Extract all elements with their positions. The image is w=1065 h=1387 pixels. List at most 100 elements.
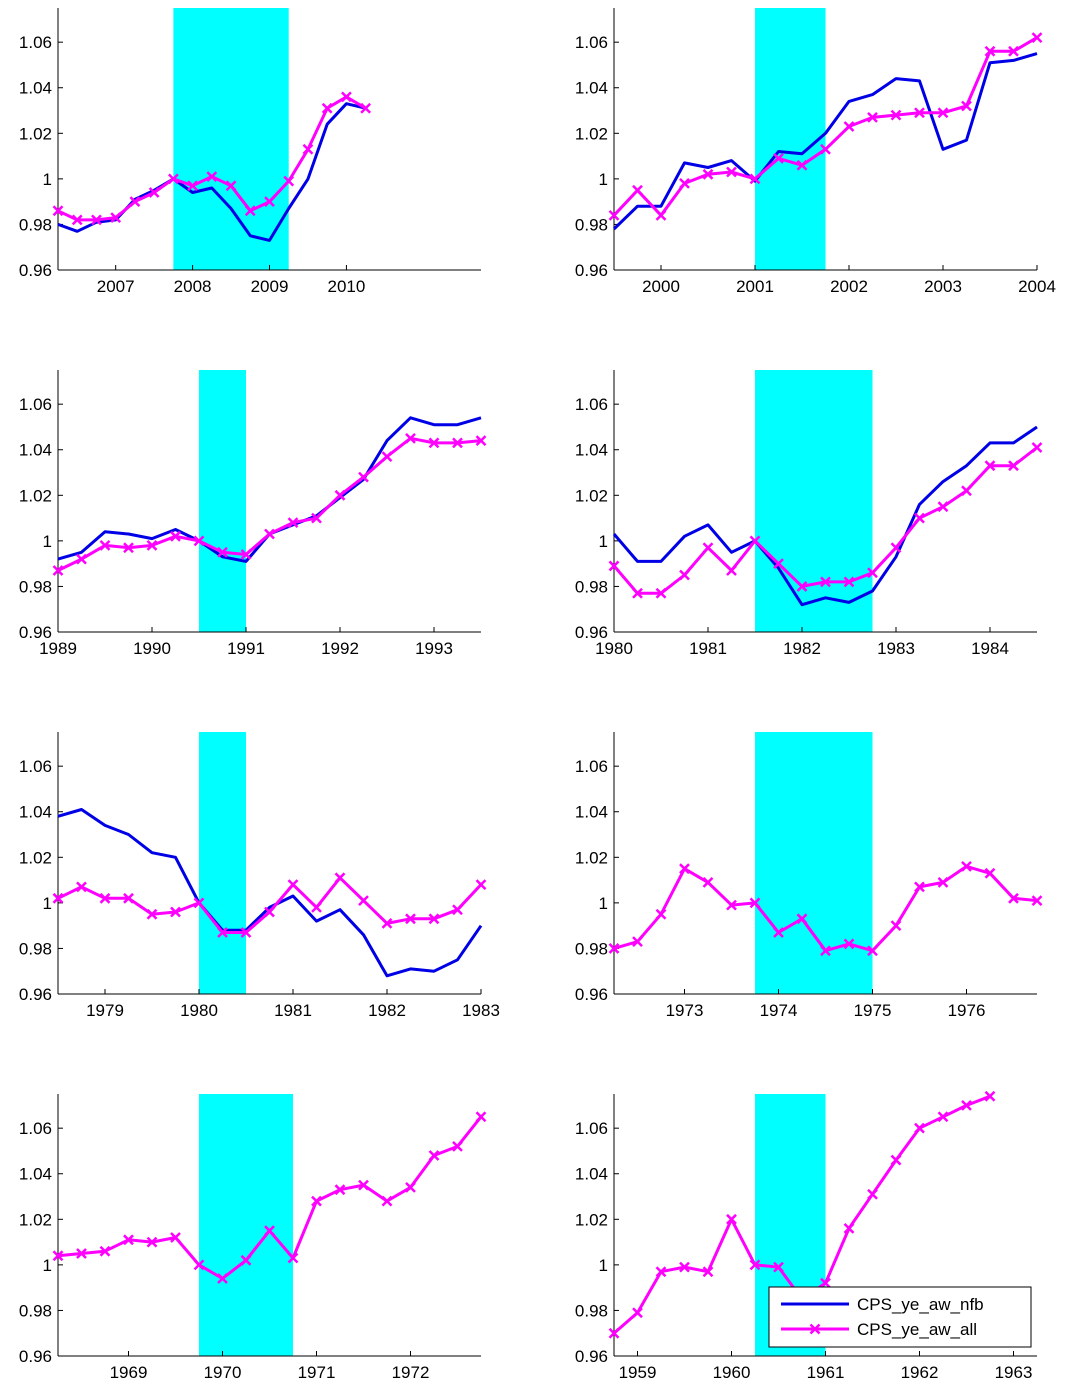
x-tick-label: 1993: [415, 639, 453, 658]
data-point-marker: [52, 205, 64, 217]
x-tick-label: 1982: [783, 639, 821, 658]
data-point-marker: [217, 546, 228, 558]
x-tick-label: 2010: [327, 277, 365, 296]
data-point-marker: [914, 107, 925, 119]
data-point-marker: [170, 530, 181, 542]
data-point-marker: [217, 1273, 228, 1284]
chart-panel-4: 0.96 0.98 1 1.02 1.04 1.06 1980 1981 1982 1983 198…: [575, 370, 1043, 658]
legend: CPS_ye_aw_nfb CPS_ye_aw_all: [768, 1286, 1032, 1348]
x-tick-label: 1961: [807, 1363, 845, 1382]
data-point-marker: [796, 581, 808, 592]
data-point-marker: [937, 1111, 949, 1123]
data-point-marker: [937, 501, 949, 513]
data-point-marker: [381, 917, 393, 929]
y-tick-label: 1.04: [575, 79, 608, 98]
data-point-marker: [170, 906, 181, 918]
data-point-marker: [820, 1277, 831, 1289]
y-tick-label: 1.04: [575, 441, 608, 460]
data-point-marker: [796, 913, 808, 925]
data-point-marker: [773, 1261, 784, 1273]
data-point-marker: [773, 927, 784, 938]
data-point-marker: [240, 927, 252, 938]
data-point-marker: [608, 943, 620, 954]
recession-band: [173, 8, 289, 270]
x-tick-label: 2002: [830, 277, 868, 296]
data-point-marker: [475, 879, 487, 891]
data-point-marker: [843, 1223, 855, 1234]
y-tick-label: 0.98: [575, 577, 608, 596]
data-point-marker: [283, 175, 295, 187]
x-tick-label: 1990: [133, 639, 171, 658]
x-tick-label: 1960: [713, 1363, 751, 1382]
chart-panel-7: 0.96 0.98 1 1.02 1.04 1.06 1969 1970 1971 1972: [19, 1094, 487, 1382]
data-point-marker: [405, 913, 416, 925]
data-point-marker: [632, 587, 643, 599]
data-point-marker: [244, 205, 256, 217]
y-tick-label: 1.06: [19, 757, 52, 776]
x-tick-label: 1983: [877, 639, 915, 658]
data-point-marker: [76, 1248, 87, 1259]
data-point-marker: [655, 587, 667, 599]
data-point-marker: [405, 432, 416, 444]
x-tick-label: 1975: [854, 1001, 892, 1020]
x-tick-label: 1989: [39, 639, 77, 658]
data-point-marker: [123, 1234, 134, 1246]
y-tick-label: 1.02: [575, 124, 608, 143]
data-point-marker: [890, 542, 902, 554]
data-point-marker: [608, 560, 620, 572]
legend-box: [768, 1286, 1032, 1348]
data-point-marker: [773, 558, 784, 570]
data-point-marker: [76, 553, 87, 565]
data-point-marker: [452, 1141, 463, 1152]
chart-panel-6: 0.96 0.98 1 1.02 1.04 1.06 1973 1974 1975 1976: [575, 732, 1043, 1020]
data-point-marker: [405, 1182, 416, 1193]
x-tick-label: 1962: [901, 1363, 939, 1382]
data-point-marker: [71, 214, 83, 226]
x-tick-label: 2007: [97, 277, 135, 296]
recession-band: [755, 732, 873, 994]
y-tick-label: 0.96: [575, 623, 608, 642]
y-tick-label: 1.04: [19, 1165, 52, 1184]
data-point-marker: [867, 1188, 878, 1200]
data-point-marker: [726, 166, 737, 178]
data-point-marker: [52, 1250, 64, 1262]
y-tick-label: 0.96: [575, 1347, 608, 1366]
data-point-marker: [302, 143, 314, 155]
x-tick-label: 2003: [924, 277, 962, 296]
x-tick-label: 1984: [971, 639, 1009, 658]
x-tick-label: 1992: [321, 639, 359, 658]
x-tick-label: 1991: [227, 639, 265, 658]
series-line-all: [57, 436, 482, 572]
y-tick-label: 0.98: [19, 577, 52, 596]
data-point-marker: [937, 107, 949, 119]
data-point-marker: [187, 180, 198, 192]
chart-panel-1: 0.96 0.98 1 1.02 1.04 1.06 2007 2008 2009 2010: [19, 8, 481, 296]
series-line-nfb: [612, 425, 1038, 607]
data-point-marker: [608, 209, 620, 221]
data-point-marker: [1008, 460, 1019, 472]
y-tick-label: 1.06: [19, 33, 52, 52]
y-tick-label: 0.96: [19, 985, 52, 1004]
data-point-marker: [475, 1111, 487, 1123]
data-point-marker: [311, 512, 322, 524]
data-point-marker: [702, 1266, 714, 1278]
data-point-marker: [984, 460, 996, 472]
data-point-marker: [914, 512, 925, 524]
data-point-marker: [867, 567, 878, 579]
x-tick-label: 1974: [760, 1001, 798, 1020]
y-tick-label: 1.06: [19, 1119, 52, 1138]
data-point-marker: [334, 1184, 346, 1196]
y-tick-label: 1: [43, 170, 52, 189]
y-tick-label: 0.96: [575, 985, 608, 1004]
data-point-marker: [1031, 32, 1043, 44]
data-point-marker: [99, 540, 111, 551]
data-point-marker: [702, 168, 714, 180]
x-tick-label: 1981: [274, 1001, 312, 1020]
y-tick-label: 1.02: [575, 1210, 608, 1229]
data-point-marker: [146, 1236, 158, 1248]
data-point-marker: [843, 938, 855, 950]
recession-band: [755, 8, 826, 270]
data-point-marker: [749, 173, 761, 185]
series-line-nfb: [612, 52, 1038, 231]
